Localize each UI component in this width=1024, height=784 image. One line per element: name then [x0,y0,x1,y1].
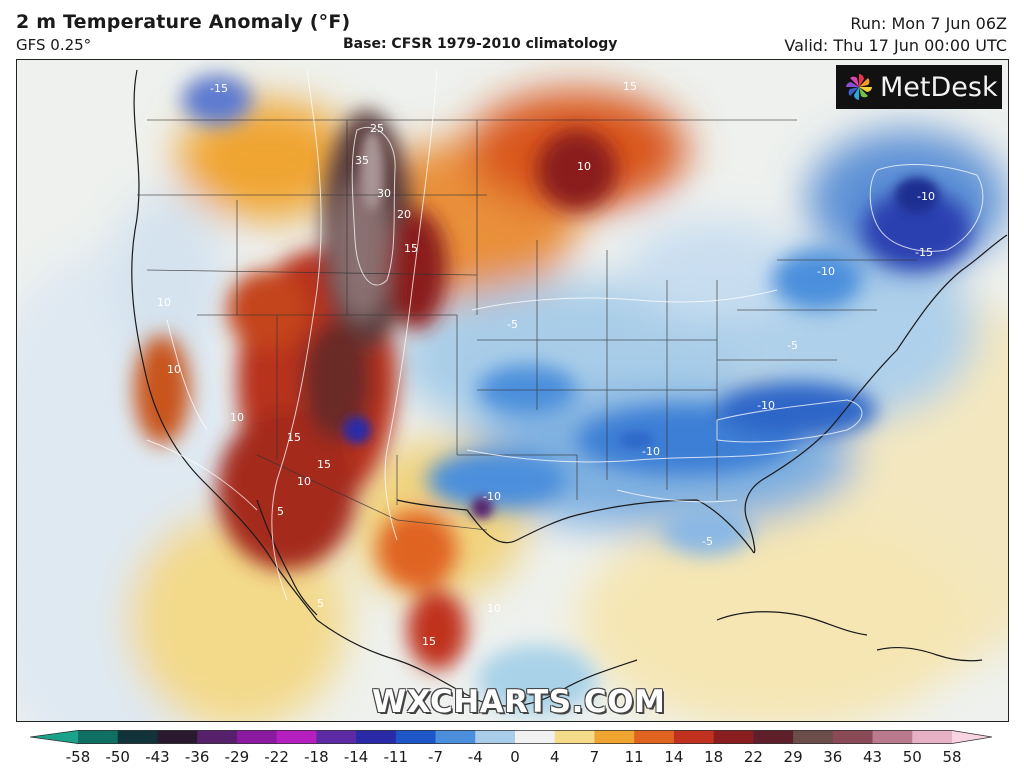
scale-segment [356,730,397,744]
scale-segment [554,730,596,744]
scale-tick-label: 50 [902,748,922,766]
scale-tick-label: -22 [264,748,289,766]
scale-segment [634,730,675,744]
contour-label: 15 [287,431,301,444]
contour-label: 10 [297,475,311,488]
scale-segment [594,730,635,744]
scale-tick-label: 36 [823,748,843,766]
scale-tick-label: 22 [743,748,763,766]
scale-tick-label: -36 [184,748,210,766]
contour-label: -10 [483,490,501,503]
contour-label: -5 [787,339,798,352]
scale-tick-label: -50 [105,748,130,766]
scale-segment [30,730,78,744]
scale-segment [316,730,357,744]
map-canvas: -10 -15 -10 -10 -10 -5 -5 -5 -15 -10 35 … [17,60,1008,721]
scale-tick-label: -18 [304,748,329,766]
scale-segment [276,730,317,744]
contour-label: -15 [915,246,933,259]
watermark: WXCHARTS.COM [372,684,666,720]
logo-text: MetDesk [880,71,998,103]
metdesk-logo: MetDesk [836,65,1002,109]
contour-label: 10 [230,411,244,424]
chart-title: 2 m Temperature Anomaly (°F) [16,11,351,33]
contour-label: -10 [757,399,775,412]
scale-segment [832,730,874,744]
scale-segment [435,730,476,744]
scale-tick-label: 29 [783,748,803,766]
contour-label: -10 [817,265,835,278]
scale-tick-label: 18 [704,748,724,766]
scale-segment [952,730,992,744]
scale-tick-label: -58 [65,748,91,766]
valid-time-label: Valid: Thu 17 Jun 00:00 UTC [784,36,1007,55]
scale-tick-label: -14 [343,748,369,766]
chart-header: 2 m Temperature Anomaly (°F) GFS 0.25° B… [0,0,1024,58]
contour-label: 15 [422,635,436,648]
color-scale-bar [30,730,992,744]
scale-tick-label: 43 [862,748,883,766]
state-borders [137,119,917,531]
scale-tick-label: -11 [383,748,409,766]
scale-tick-label: 14 [664,748,684,766]
scale-segment [395,730,437,744]
scale-tick-label: -29 [224,748,250,766]
anomaly-field-spots [343,130,939,519]
scale-segment [793,730,834,744]
scale-segment [117,730,159,744]
contour-label: 25 [370,122,384,135]
contour-label: -5 [702,535,713,548]
scale-segment [713,730,754,744]
scale-tick-label: 4 [549,748,560,766]
run-label: Run: Mon 7 Jun 06Z [850,14,1007,33]
contour-label: 15 [404,242,418,255]
color-scale-ticks: -58 -50 -43 -36 -29 -22 -18 -14 -11 -7 -4 0 4 7 11 14 18… [30,748,992,772]
scale-segment [912,730,953,744]
scale-tick-label: 58 [942,748,962,766]
scale-segment [157,730,198,744]
contour-label: 10 [167,363,181,376]
scale-tick-label: 7 [589,748,600,766]
scale-segment [236,730,278,744]
scale-segment [673,730,715,744]
contour-label: -15 [210,82,228,95]
base-climatology-label: Base: CFSR 1979-2010 climatology [343,36,618,52]
contour-lines [146,69,984,601]
contour-label: -10 [642,445,660,458]
scale-segment [475,730,516,744]
scale-segment [78,730,119,744]
scale-outline [30,730,992,744]
scale-tick-label: -43 [145,748,170,766]
scale-segment [515,730,556,744]
contour-label: 5 [317,597,324,610]
contour-label: 30 [377,187,391,200]
contour-label: 15 [623,80,637,93]
scale-tick-label: -4 [467,748,483,766]
contour-label: 10 [487,602,501,615]
scale-segment [872,730,913,744]
scale-tick-label: -7 [428,748,444,766]
contour-label: 20 [397,208,411,221]
contour-label: -10 [917,190,935,203]
contour-label: -5 [507,318,518,331]
contour-label: 15 [317,458,331,471]
contour-label: 35 [355,154,369,167]
pinwheel-icon [846,74,872,100]
contour-label: 10 [577,160,591,173]
contour-label: 5 [277,505,284,518]
contour-labels: -10 -15 -10 -10 -10 -5 -5 -5 -15 -10 35 … [157,80,935,648]
model-label: GFS 0.25° [16,36,92,54]
contour-label: 10 [157,296,171,309]
scale-segment [197,730,238,744]
scale-segment [753,730,794,744]
scale-tick-label: 11 [624,748,644,766]
anomaly-field-detail [134,75,972,715]
coastlines [131,69,1008,707]
scale-tick-label: 0 [510,748,520,766]
anomaly-map: -10 -15 -10 -10 -10 -5 -5 -5 -15 -10 35 … [16,59,1009,722]
